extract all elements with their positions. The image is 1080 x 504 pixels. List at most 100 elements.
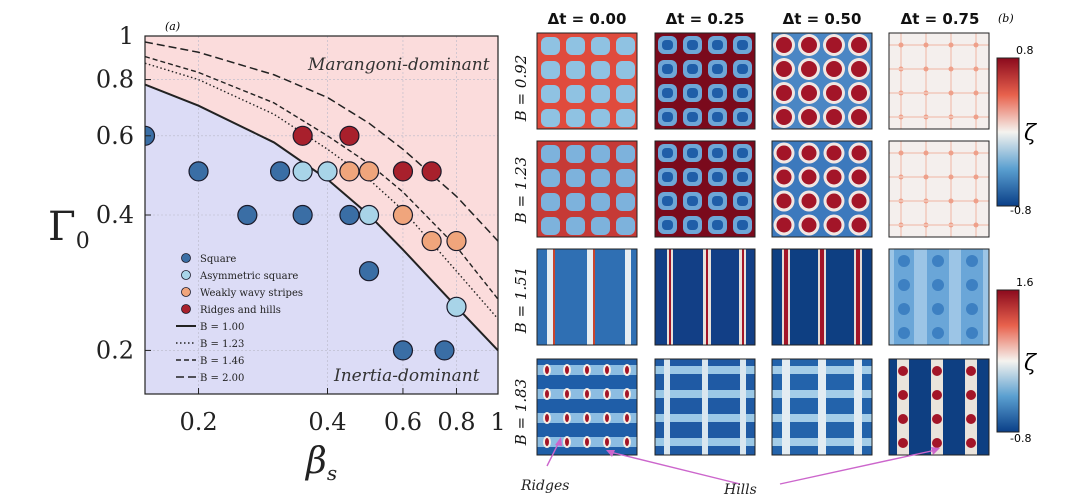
inertia-region — [145, 84, 498, 394]
tile-frame — [536, 358, 638, 456]
pattern-tile — [772, 359, 872, 455]
data-point — [339, 125, 360, 146]
row-labels: B = 0.92 B = 1.23 B = 1.51 B = 1.83 — [512, 55, 530, 447]
panel-a-label: (a) — [165, 20, 180, 33]
pattern-tile — [889, 33, 989, 129]
tile-frame — [654, 140, 756, 238]
data-point — [446, 296, 467, 317]
legend-label: B = 1.46 — [200, 356, 244, 367]
legend-item: Asymmetric square — [181, 270, 298, 282]
ridges-label: Ridges — [520, 478, 569, 494]
colorbar-max: 1.6 — [1016, 276, 1034, 289]
column-header: Δt = 0.50 — [783, 10, 862, 28]
colorbar-gradient — [996, 289, 1020, 433]
data-point — [292, 125, 313, 146]
data-point — [188, 161, 209, 182]
panel-a: 0.2 0.4 0.6 0.8 1 0.2 0.4 0.6 0.8 1 (a) Marangoni… — [48, 20, 506, 485]
heatmap-grid — [536, 32, 990, 456]
row-label: B = 1.23 — [512, 157, 530, 225]
pattern-tile — [655, 249, 755, 345]
pattern-tile — [537, 249, 637, 345]
x-tick-label: 1 — [490, 408, 505, 436]
data-point — [392, 340, 414, 361]
marangoni-region — [145, 36, 498, 351]
legend-item: Ridges and hills — [181, 304, 281, 316]
legend-label: B = 1.23 — [200, 339, 244, 350]
tick-labels: 0.2 0.4 0.6 0.8 1 0.2 0.4 0.6 0.8 1 — [96, 22, 506, 436]
data-point — [392, 161, 414, 182]
column-header: Δt = 0.00 — [548, 10, 627, 28]
legend-label: Ridges and hills — [200, 305, 281, 316]
data-point — [339, 204, 360, 226]
tile-frame — [536, 140, 638, 238]
tile-frame — [888, 32, 990, 130]
panel-b-label: (b) — [998, 12, 1014, 25]
tile-frame — [888, 358, 990, 456]
colorbar-min: -0.8 — [1010, 204, 1031, 217]
data-point — [237, 204, 258, 226]
legend-item: B = 2.00 — [176, 373, 244, 384]
x-axis-label: βs — [304, 441, 337, 485]
legend-marker — [181, 270, 191, 280]
colorbar-symbol: ζ — [1024, 351, 1038, 376]
y-tick-label: 0.4 — [96, 201, 134, 229]
pattern-tile — [655, 33, 755, 129]
data-point — [421, 230, 442, 252]
tile-frame — [888, 140, 990, 238]
data-point — [292, 204, 313, 226]
ticks — [145, 35, 499, 394]
pattern-tile — [889, 359, 989, 455]
data-point — [269, 161, 291, 182]
colorbar-top: 0.8 -0.8 ζ — [996, 44, 1038, 217]
data-point — [358, 204, 380, 226]
inertia-label: Inertia-dominant — [333, 366, 480, 386]
legend-item: B = 1.46 — [176, 356, 244, 367]
legend-item: Weakly wavy stripes — [181, 287, 303, 299]
curve-100 — [145, 83, 498, 352]
hills-label: Hills — [723, 482, 757, 498]
data-point — [339, 161, 360, 182]
tile-frame — [771, 358, 873, 456]
colorbar-gradient — [996, 57, 1020, 207]
annotations — [546, 437, 940, 485]
data-point — [358, 161, 380, 182]
x-tick-label: 0.8 — [437, 408, 475, 436]
colorbar-max: 0.8 — [1016, 44, 1034, 57]
data-point — [446, 230, 467, 252]
legend: Square Asymmetric square Weakly wavy strip… — [176, 253, 303, 384]
pattern-tile — [772, 33, 872, 129]
tile-frame — [771, 140, 873, 238]
legend-label: Square — [200, 254, 236, 265]
legend-label: B = 2.00 — [200, 373, 244, 384]
colorbar-symbol: ζ — [1024, 121, 1038, 146]
panel-b: Δt = 0.00 Δt = 0.25 Δt = 0.50 Δt = 0.75 … — [512, 10, 1038, 498]
hills-arrow-right — [779, 449, 937, 485]
legend-marker — [181, 287, 191, 297]
pattern-tile — [655, 359, 755, 455]
tile-frame — [654, 248, 756, 346]
data-point — [292, 161, 313, 182]
y-tick-label: 0.8 — [96, 66, 134, 94]
row-label: B = 0.92 — [512, 55, 530, 123]
data-point — [421, 161, 442, 182]
data-points — [145, 125, 467, 361]
colorbar-min: -0.8 — [1010, 432, 1031, 445]
grid — [145, 36, 498, 394]
legend-item: B = 1.00 — [176, 322, 244, 333]
tile-frame — [771, 32, 873, 130]
data-point — [358, 261, 380, 282]
x-tick-label: 0.4 — [308, 408, 346, 436]
y-axis-label: Γ0 — [48, 204, 90, 254]
data-point — [392, 204, 414, 226]
legend-item: B = 1.23 — [176, 339, 244, 350]
data-point — [317, 161, 338, 182]
tile-frame — [536, 32, 638, 130]
legend-label: Asymmetric square — [199, 271, 298, 282]
y-tick-label: 0.6 — [96, 122, 134, 150]
curve-146 — [145, 55, 498, 300]
curve-200 — [145, 41, 498, 242]
pattern-tile — [537, 359, 637, 455]
marangoni-label: Marangoni-dominant — [307, 55, 490, 75]
column-header: Δt = 0.75 — [901, 10, 980, 28]
y-tick-label: 0.2 — [96, 336, 134, 364]
